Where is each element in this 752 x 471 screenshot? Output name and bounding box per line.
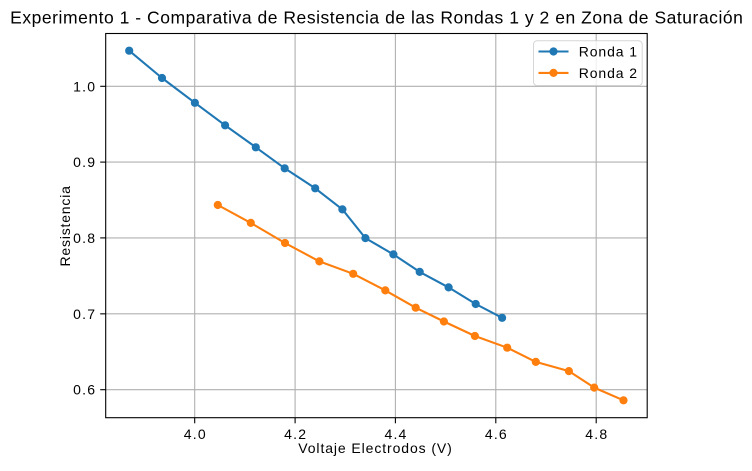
svg-text:Experimento 1 - Comparativa de: Experimento 1 - Comparativa de Resistenc… — [10, 7, 743, 27]
svg-text:0.7: 0.7 — [73, 306, 96, 322]
svg-text:4.4: 4.4 — [384, 426, 407, 442]
svg-text:4.6: 4.6 — [485, 426, 508, 442]
svg-text:Ronda 1: Ronda 1 — [579, 44, 638, 60]
svg-text:0.9: 0.9 — [73, 154, 96, 170]
svg-text:Voltaje Electrodos (V): Voltaje Electrodos (V) — [298, 440, 452, 456]
svg-text:Resistencia: Resistencia — [57, 185, 73, 266]
svg-text:Ronda 2: Ronda 2 — [579, 65, 638, 81]
svg-text:1.0: 1.0 — [73, 78, 96, 94]
svg-text:4.0: 4.0 — [184, 426, 207, 442]
svg-text:4.8: 4.8 — [585, 426, 608, 442]
svg-text:0.8: 0.8 — [73, 230, 96, 246]
svg-text:0.6: 0.6 — [73, 382, 96, 398]
svg-text:4.2: 4.2 — [284, 426, 307, 442]
